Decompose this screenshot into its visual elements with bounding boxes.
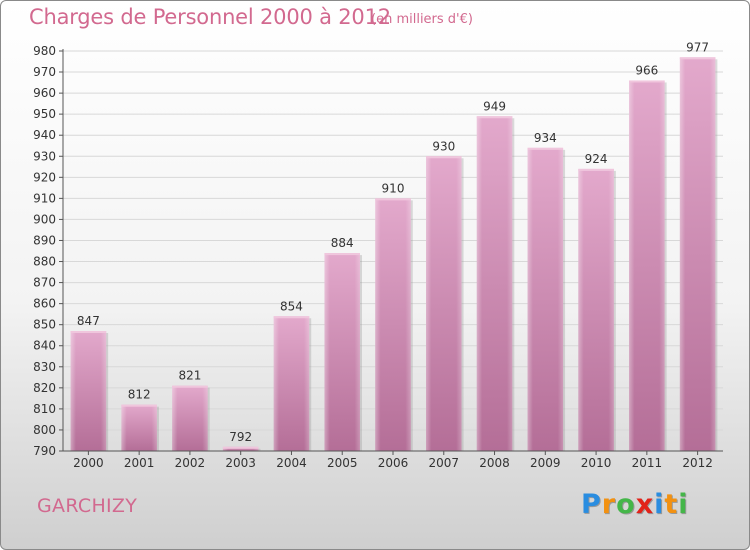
- logo-letter: P: [581, 489, 602, 520]
- y-tick-label: 900: [33, 212, 56, 226]
- y-tick-label: 790: [33, 444, 56, 458]
- x-tick-label: 2001: [124, 456, 155, 470]
- bar-top-edge: [172, 385, 208, 388]
- bar-highlight: [222, 446, 259, 451]
- bar-highlight: [273, 316, 310, 451]
- y-tick-label: 950: [33, 107, 56, 121]
- proxiti-logo: Proxiti: [581, 489, 689, 520]
- logo-letter: i: [654, 489, 665, 520]
- y-tick-label: 800: [33, 423, 56, 437]
- bar-top-edge: [222, 446, 259, 449]
- bar-highlight: [121, 404, 157, 451]
- bar-value-label: 792: [229, 430, 252, 444]
- y-tick-label: 850: [33, 318, 56, 332]
- y-tick-label: 960: [33, 86, 56, 100]
- bar-value-label: 930: [432, 139, 455, 153]
- y-tick-label: 820: [33, 381, 56, 395]
- x-tick-label: 2012: [682, 456, 713, 470]
- x-tick-label: 2003: [225, 456, 256, 470]
- bar-highlight: [679, 57, 716, 451]
- bar-highlight: [476, 116, 513, 452]
- bar-top-edge: [426, 156, 462, 159]
- x-tick-label: 2011: [632, 456, 663, 470]
- place-name: GARCHIZY: [37, 495, 138, 517]
- x-tick-label: 2008: [479, 456, 510, 470]
- y-tick-label: 810: [33, 402, 56, 416]
- bar-value-label: 854: [280, 299, 303, 313]
- bar-highlight: [578, 168, 614, 452]
- bar-top-edge: [70, 331, 107, 333]
- y-tick-label: 970: [33, 65, 56, 79]
- y-tick-label: 830: [33, 360, 56, 374]
- bar-highlight: [629, 80, 665, 451]
- logo-letter: i: [678, 489, 689, 520]
- y-tick-label: 910: [33, 191, 56, 205]
- y-tick-label: 840: [33, 339, 56, 353]
- bar-value-label: 934: [534, 131, 557, 145]
- y-tick-label: 890: [33, 233, 56, 247]
- y-tick-label: 870: [33, 276, 56, 290]
- y-tick-label: 940: [33, 128, 56, 142]
- bar-value-label: 884: [331, 236, 354, 250]
- bar-value-label: 949: [483, 99, 506, 113]
- bar-highlight: [426, 156, 462, 451]
- chart-unit: (en milliers d'€): [371, 12, 473, 27]
- bar-top-edge: [121, 404, 157, 407]
- bar-top-edge: [375, 198, 411, 201]
- y-tick-label: 880: [33, 255, 56, 269]
- bar-top-edge: [476, 116, 513, 119]
- bar-value-label: 966: [635, 63, 658, 77]
- bar-top-edge: [527, 147, 564, 150]
- bar-highlight: [375, 198, 411, 451]
- x-tick-label: 2010: [581, 456, 612, 470]
- bar-highlight: [527, 147, 564, 451]
- x-tick-label: 2009: [530, 456, 561, 470]
- bar-highlight: [70, 331, 107, 451]
- x-tick-label: 2002: [175, 456, 206, 470]
- bar-highlight: [172, 385, 208, 451]
- logo-letter: x: [635, 489, 655, 520]
- bar-value-label: 812: [128, 388, 151, 402]
- bar-top-edge: [324, 253, 360, 256]
- bar-top-edge: [273, 316, 310, 319]
- logo-letter: r: [601, 489, 617, 520]
- bar-value-label: 847: [77, 314, 100, 328]
- bar-top-edge: [679, 57, 716, 60]
- x-tick-label: 2000: [73, 456, 104, 470]
- x-tick-label: 2004: [276, 456, 307, 470]
- y-tick-label: 920: [33, 170, 56, 184]
- bar-highlight: [324, 253, 360, 451]
- logo-letter: t: [664, 489, 679, 520]
- x-tick-label: 2005: [327, 456, 358, 470]
- logo-letter: o: [616, 489, 636, 520]
- bar-value-label: 910: [382, 181, 405, 195]
- x-tick-label: 2006: [378, 456, 409, 470]
- bar-value-label: 924: [585, 152, 608, 166]
- chart-title: Charges de Personnel 2000 à 2012: [29, 5, 391, 29]
- y-tick-label: 860: [33, 297, 56, 311]
- bar-value-label: 821: [178, 369, 201, 383]
- y-tick-label: 980: [33, 44, 56, 58]
- bar-top-edge: [578, 168, 614, 171]
- x-tick-label: 2007: [428, 456, 459, 470]
- y-tick-label: 930: [33, 149, 56, 163]
- bar-top-edge: [629, 80, 665, 83]
- bar-value-label: 977: [686, 40, 709, 54]
